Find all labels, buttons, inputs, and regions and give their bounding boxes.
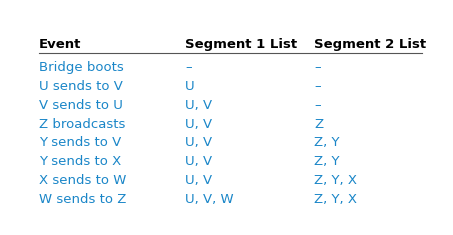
- Text: Event: Event: [39, 39, 81, 51]
- Text: Y sends to X: Y sends to X: [39, 155, 121, 168]
- Text: U, V: U, V: [185, 136, 212, 149]
- Text: –: –: [314, 99, 321, 112]
- Text: U, V: U, V: [185, 174, 212, 187]
- Text: Segment 2 List: Segment 2 List: [314, 39, 426, 51]
- Text: Z, Y, X: Z, Y, X: [314, 193, 357, 206]
- Text: Segment 1 List: Segment 1 List: [185, 39, 297, 51]
- Text: –: –: [314, 80, 321, 93]
- Text: U: U: [185, 80, 195, 93]
- Text: Z broadcasts: Z broadcasts: [39, 118, 125, 131]
- Text: X sends to W: X sends to W: [39, 174, 126, 187]
- Text: Z, Y, X: Z, Y, X: [314, 174, 357, 187]
- Text: Z, Y: Z, Y: [314, 136, 340, 149]
- Text: U, V: U, V: [185, 99, 212, 112]
- Text: –: –: [185, 61, 192, 74]
- Text: U, V: U, V: [185, 118, 212, 131]
- Text: Bridge boots: Bridge boots: [39, 61, 123, 74]
- Text: W sends to Z: W sends to Z: [39, 193, 126, 206]
- Text: U sends to V: U sends to V: [39, 80, 122, 93]
- Text: U, V: U, V: [185, 155, 212, 168]
- Text: –: –: [314, 61, 321, 74]
- Text: Y sends to V: Y sends to V: [39, 136, 121, 149]
- Text: Z, Y: Z, Y: [314, 155, 340, 168]
- Text: U, V, W: U, V, W: [185, 193, 234, 206]
- Text: V sends to U: V sends to U: [39, 99, 122, 112]
- Text: Z: Z: [314, 118, 323, 131]
